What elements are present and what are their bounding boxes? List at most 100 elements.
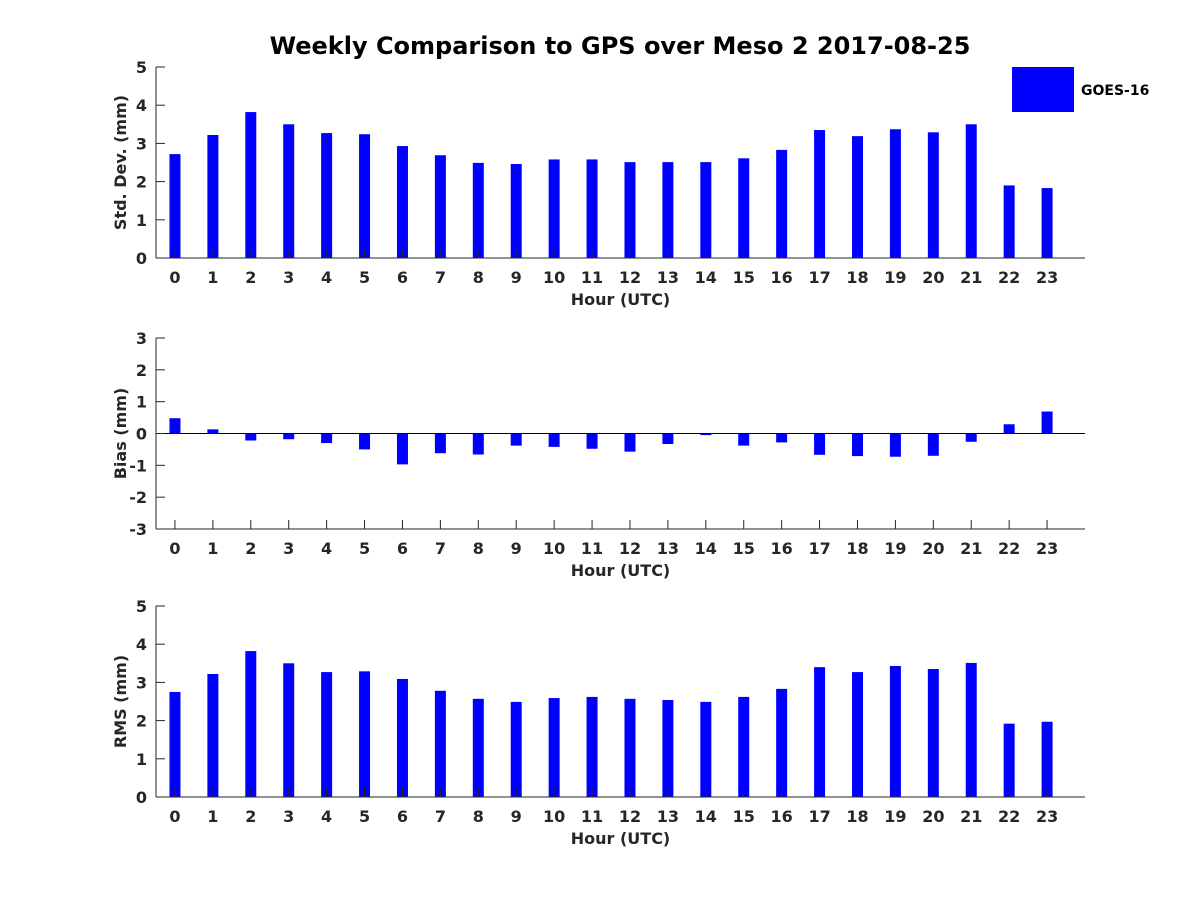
bar-hour-14 — [700, 701, 712, 797]
bar-hour-1 — [207, 429, 219, 434]
x-tick-label: 11 — [581, 268, 603, 287]
x-axis-label: Hour (UTC) — [571, 561, 671, 580]
bar-hour-9 — [510, 701, 522, 797]
bar-hour-1 — [207, 135, 219, 258]
x-tick-label: 23 — [1036, 539, 1058, 558]
x-tick-label: 0 — [169, 268, 180, 287]
x-tick-label: 5 — [359, 268, 370, 287]
x-tick-label: 2 — [245, 807, 256, 826]
bar-hour-11 — [586, 433, 598, 449]
bar-hour-7 — [434, 433, 446, 454]
bar-hour-4 — [321, 433, 333, 444]
y-tick-label: 1 — [136, 750, 147, 769]
x-tick-label: 20 — [922, 807, 944, 826]
bar-hour-19 — [889, 665, 901, 797]
x-tick-label: 20 — [922, 268, 944, 287]
y-tick-label: -1 — [129, 456, 147, 475]
x-tick-label: 18 — [846, 807, 868, 826]
y-tick-label: 5 — [136, 597, 147, 616]
bar-hour-10 — [548, 698, 560, 797]
x-tick-label: 20 — [922, 539, 944, 558]
x-tick-label: 11 — [581, 807, 603, 826]
bar-hour-6 — [396, 146, 408, 258]
x-tick-label: 22 — [998, 807, 1020, 826]
x-tick-label: 6 — [397, 268, 408, 287]
bar-hour-7 — [434, 690, 446, 797]
bar-hour-13 — [662, 699, 674, 797]
y-tick-label: 5 — [136, 58, 147, 77]
bar-hour-0 — [169, 418, 181, 434]
y-tick-label: 3 — [136, 134, 147, 153]
bar-hour-22 — [1003, 185, 1015, 258]
legend: GOES-16 — [1012, 67, 1149, 112]
bar-hour-0 — [169, 691, 181, 797]
y-tick-label: 3 — [136, 673, 147, 692]
x-tick-label: 12 — [619, 539, 641, 558]
bar-hour-7 — [434, 155, 446, 258]
x-tick-label: 17 — [808, 268, 830, 287]
bar-hour-9 — [510, 433, 522, 446]
chart-title: Weekly Comparison to GPS over Meso 2 201… — [270, 32, 971, 60]
x-tick-label: 19 — [884, 539, 906, 558]
bar-hour-16 — [776, 149, 788, 258]
x-tick-label: 4 — [321, 807, 332, 826]
y-tick-label: 0 — [136, 788, 147, 807]
bar-hour-20 — [927, 669, 939, 797]
bar-hour-16 — [776, 688, 788, 797]
bar-hour-8 — [472, 162, 484, 258]
x-tick-label: 22 — [998, 268, 1020, 287]
x-tick-label: 23 — [1036, 807, 1058, 826]
x-tick-label: 17 — [808, 539, 830, 558]
bar-hour-2 — [245, 112, 257, 258]
x-tick-label: 12 — [619, 268, 641, 287]
x-tick-label: 6 — [397, 539, 408, 558]
x-tick-label: 1 — [207, 807, 218, 826]
bar-hour-4 — [321, 672, 333, 797]
x-tick-label: 5 — [359, 807, 370, 826]
bar-hour-12 — [624, 433, 636, 452]
x-tick-label: 13 — [657, 807, 679, 826]
x-tick-label: 21 — [960, 268, 982, 287]
x-tick-label: 1 — [207, 539, 218, 558]
bar-hour-1 — [207, 674, 219, 797]
x-tick-label: 16 — [771, 539, 793, 558]
x-tick-label: 2 — [245, 268, 256, 287]
bar-hour-4 — [321, 133, 333, 258]
bar-hour-3 — [283, 124, 295, 258]
y-tick-label: 4 — [136, 635, 147, 654]
x-tick-label: 8 — [473, 539, 484, 558]
x-tick-label: 18 — [846, 268, 868, 287]
x-tick-label: 8 — [473, 807, 484, 826]
x-tick-label: 7 — [435, 807, 446, 826]
bar-hour-18 — [851, 672, 863, 797]
bar-hour-17 — [814, 433, 826, 455]
x-tick-label: 23 — [1036, 268, 1058, 287]
x-tick-label: 11 — [581, 539, 603, 558]
x-tick-label: 5 — [359, 539, 370, 558]
x-tick-label: 1 — [207, 268, 218, 287]
bar-hour-3 — [283, 433, 295, 440]
bar-hour-13 — [662, 433, 674, 444]
y-tick-label: 2 — [136, 361, 147, 380]
x-tick-label: 8 — [473, 268, 484, 287]
bar-hour-12 — [624, 162, 636, 258]
y-tick-label: 2 — [136, 712, 147, 731]
x-tick-label: 14 — [695, 268, 717, 287]
x-tick-label: 21 — [960, 807, 982, 826]
x-tick-label: 6 — [397, 807, 408, 826]
bar-hour-21 — [965, 662, 977, 797]
bar-hour-10 — [548, 159, 560, 258]
x-tick-label: 10 — [543, 807, 565, 826]
x-tick-label: 3 — [283, 268, 294, 287]
bar-hour-23 — [1041, 188, 1053, 258]
y-axis-label: Bias (mm) — [111, 388, 130, 480]
bar-hour-5 — [359, 433, 371, 450]
bar-hour-9 — [510, 164, 522, 258]
bar-hour-5 — [359, 134, 371, 258]
x-tick-label: 7 — [435, 268, 446, 287]
bar-hour-14 — [700, 433, 712, 436]
